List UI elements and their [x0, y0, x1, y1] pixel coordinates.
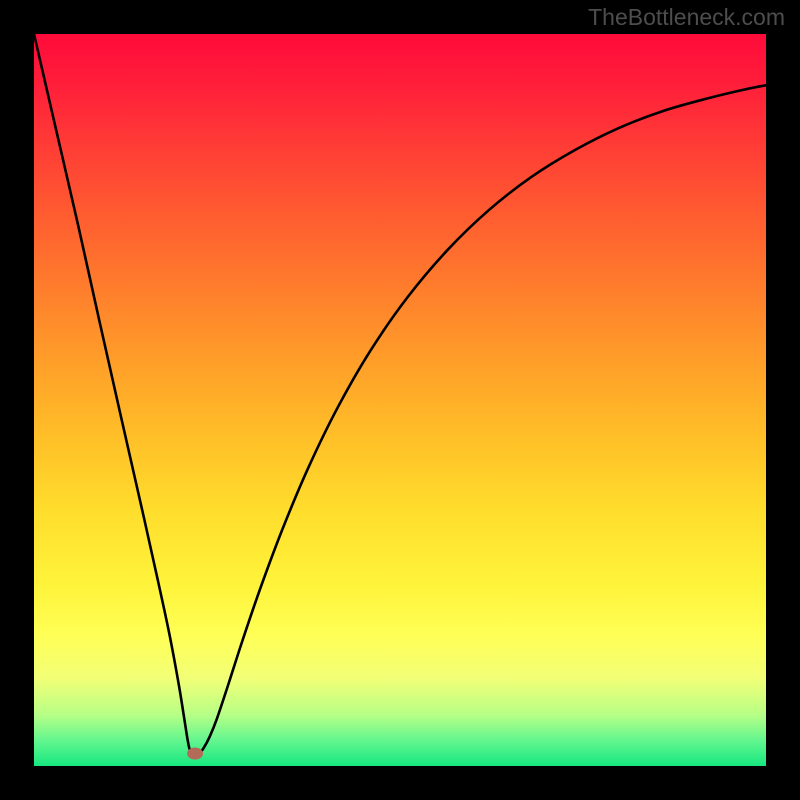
plot-area: [34, 34, 766, 766]
watermark-text: TheBottleneck.com: [588, 4, 785, 31]
curve-layer: [34, 34, 766, 766]
minimum-marker: [187, 748, 203, 760]
bottleneck-curve: [34, 34, 766, 753]
figure-container: TheBottleneck.com: [0, 0, 800, 800]
